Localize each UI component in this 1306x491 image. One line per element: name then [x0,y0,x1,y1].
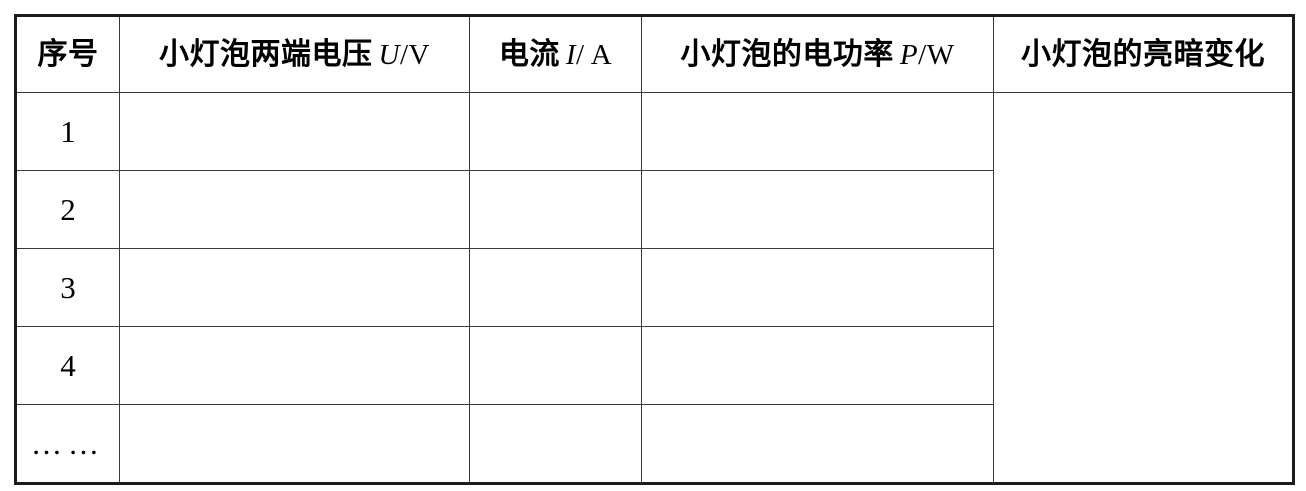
experiment-data-table-container: 序号 小灯泡两端电压 U/V 电流 I/ A 小灯泡的电功率 P/W 小灯泡的亮暗变化… [14,14,1295,485]
column-header-brightness: 小灯泡的亮暗变化 [993,15,1294,93]
cell-voltage-2[interactable] [119,170,470,249]
cell-power-2[interactable] [641,170,994,249]
table-row: 2 [15,170,1294,249]
column-header-voltage-symbol: U [378,38,400,71]
cell-index-ellipsis: …… [15,404,120,484]
table-row: 3 [15,248,1294,327]
column-header-voltage-label: 小灯泡两端电压 [159,37,373,71]
cell-voltage-3[interactable] [119,248,470,327]
cell-index-2: 2 [15,170,120,249]
table-body: 1 2 3 4 [15,92,1294,484]
column-header-voltage-unit: /V [399,38,430,71]
column-header-index-label: 序号 [37,38,99,71]
cell-current-3[interactable] [469,248,642,327]
cell-voltage-1[interactable] [119,92,470,171]
column-header-power-unit: /W [918,38,955,71]
cell-index-1: 1 [15,92,120,171]
column-header-index: 序号 [15,15,120,93]
table-header-row: 序号 小灯泡两端电压 U/V 电流 I/ A 小灯泡的电功率 P/W 小灯泡的亮暗变化 [15,15,1294,93]
cell-power-ellipsis[interactable] [641,404,994,484]
column-header-power: 小灯泡的电功率 P/W [641,15,994,93]
cell-power-1[interactable] [641,92,994,171]
column-header-power-label: 小灯泡的电功率 [680,37,894,71]
cell-voltage-4[interactable] [119,326,470,405]
cell-current-ellipsis[interactable] [469,404,642,484]
cell-current-1[interactable] [469,92,642,171]
cell-voltage-ellipsis[interactable] [119,404,470,484]
cell-index-4: 4 [15,326,120,405]
experiment-data-table: 序号 小灯泡两端电压 U/V 电流 I/ A 小灯泡的电功率 P/W 小灯泡的亮暗变化… [14,14,1295,485]
column-header-current-symbol: I [565,38,576,71]
cell-power-4[interactable] [641,326,994,405]
table-row: 4 [15,326,1294,405]
cell-index-3: 3 [15,248,120,327]
table-row: 1 [15,92,1294,484]
column-header-current-label: 电流 [498,37,560,71]
column-header-brightness-label: 小灯泡的亮暗变化 [1021,38,1265,71]
cell-power-3[interactable] [641,248,994,327]
table-row: …… [15,404,1294,484]
cell-current-2[interactable] [469,170,642,249]
column-header-voltage: 小灯泡两端电压 U/V [119,15,470,93]
cell-brightness-merged[interactable] [993,92,1294,484]
column-header-power-symbol: P [899,38,919,71]
cell-current-4[interactable] [469,326,642,405]
column-header-current-unit: / A [576,38,613,71]
column-header-current: 电流 I/ A [469,15,642,93]
table-header: 序号 小灯泡两端电压 U/V 电流 I/ A 小灯泡的电功率 P/W 小灯泡的亮暗变化 [15,15,1294,93]
